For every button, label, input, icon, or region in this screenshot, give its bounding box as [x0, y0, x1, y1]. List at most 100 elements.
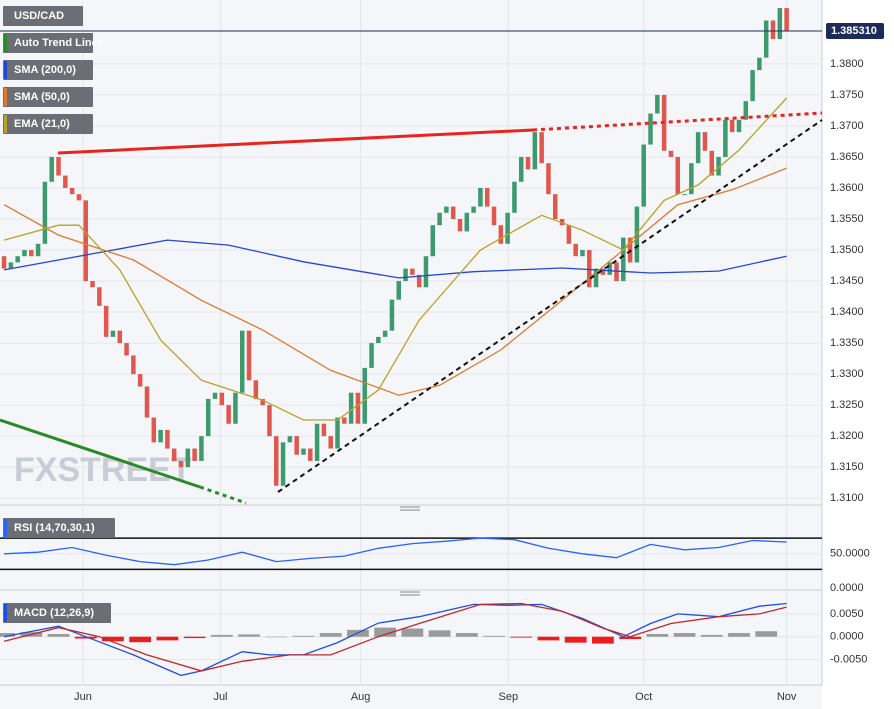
y-tick-label: 1.3600: [830, 182, 864, 194]
histogram-bar: [592, 636, 614, 644]
candle: [131, 355, 136, 375]
candle: [342, 417, 347, 424]
candle: [641, 144, 646, 207]
y-tick-label: 1.3150: [830, 461, 864, 473]
candle: [723, 119, 728, 157]
series-line: [4, 537, 787, 566]
candle: [750, 70, 755, 102]
candle: [63, 175, 68, 188]
candle: [22, 250, 27, 257]
candle: [763, 20, 769, 58]
candle: [103, 305, 109, 337]
trend-line: [277, 119, 823, 493]
series-line: [3, 239, 787, 279]
y-tick-label: 1.3800: [830, 58, 864, 70]
y-tick-label: 1.3450: [830, 275, 864, 287]
candle: [396, 281, 401, 300]
legend-swatch: [4, 7, 7, 25]
candle: [471, 206, 476, 213]
histogram-bar: [210, 634, 233, 637]
y-tick-label: 0.0050: [830, 608, 864, 620]
candle: [239, 330, 245, 393]
candle: [42, 181, 48, 244]
grid: [0, 0, 822, 685]
candle: [784, 8, 789, 31]
candle: [212, 392, 218, 399]
candle: [573, 243, 578, 257]
series-line: [3, 97, 788, 421]
candle: [362, 367, 367, 424]
histogram-bar: [319, 633, 342, 637]
x-tick-label: Oct: [635, 691, 652, 703]
histogram-bar: [673, 633, 696, 637]
candle: [410, 268, 415, 275]
legend-box: [3, 6, 83, 26]
legend-label: Auto Trend Lines: [14, 37, 104, 49]
candle: [716, 156, 721, 176]
legend-swatch: [4, 519, 7, 537]
current-price-label: 1.385310: [831, 25, 877, 37]
legend: Auto Trend Lines SMA (200,0) SMA (50,0) EMA…: [3, 6, 115, 623]
candle: [124, 343, 129, 356]
y-tick-label: 1.3350: [830, 337, 864, 349]
candle: [450, 206, 456, 219]
candle: [287, 436, 293, 443]
y-tick-label: 1.3300: [830, 368, 864, 380]
candle: [308, 448, 313, 461]
histogram-bar: [265, 636, 288, 638]
candle: [137, 374, 143, 387]
candle: [614, 262, 619, 282]
candle: [49, 156, 54, 182]
plot-background: [0, 0, 822, 709]
candle: [205, 398, 211, 437]
legend-swatch: [4, 61, 7, 79]
trend-line: [57, 128, 534, 155]
candle: [437, 212, 442, 226]
candle: [457, 218, 463, 232]
histogram-bar: [47, 633, 70, 637]
candle: [491, 206, 497, 226]
legend-swatch: [4, 604, 7, 622]
candle: [90, 281, 95, 288]
candle: [246, 330, 252, 381]
candle: [695, 132, 701, 164]
candle: [423, 256, 429, 288]
legend-label: MACD (12,26,9): [14, 607, 94, 619]
candle: [83, 200, 88, 282]
candle: [335, 417, 340, 449]
y-tick-label: 1.3400: [830, 306, 864, 318]
histogram-bar: [428, 630, 451, 637]
candle: [348, 392, 354, 424]
candle: [525, 156, 531, 170]
histogram-bar: [455, 633, 478, 637]
histogram-bar: [292, 635, 315, 637]
candle: [546, 163, 551, 195]
candle: [301, 448, 306, 455]
candle: [253, 380, 259, 399]
histogram-bar: [401, 628, 424, 637]
candle: [260, 398, 265, 406]
candle: [416, 274, 422, 288]
candle: [35, 243, 41, 257]
y-tick-label: 1.3700: [830, 120, 864, 132]
histogram-bar: [619, 636, 641, 639]
y-tick-label: 0.0000: [830, 631, 864, 643]
histogram-bar: [728, 633, 750, 637]
legend-swatch: [4, 115, 7, 133]
series-line: [3, 167, 787, 396]
legend-box: [3, 114, 93, 134]
trend-line: [532, 111, 823, 132]
candle: [376, 336, 381, 344]
candle: [736, 119, 742, 133]
candle: [76, 194, 82, 201]
price-label-box: [826, 22, 884, 39]
legend-box: [3, 603, 111, 623]
candle: [8, 262, 14, 269]
candle: [770, 20, 776, 40]
candle: [444, 206, 449, 213]
histogram-bar: [700, 634, 723, 637]
candle: [233, 392, 238, 424]
candle: [158, 429, 163, 443]
y-tick-label: -0.0050: [830, 653, 867, 665]
